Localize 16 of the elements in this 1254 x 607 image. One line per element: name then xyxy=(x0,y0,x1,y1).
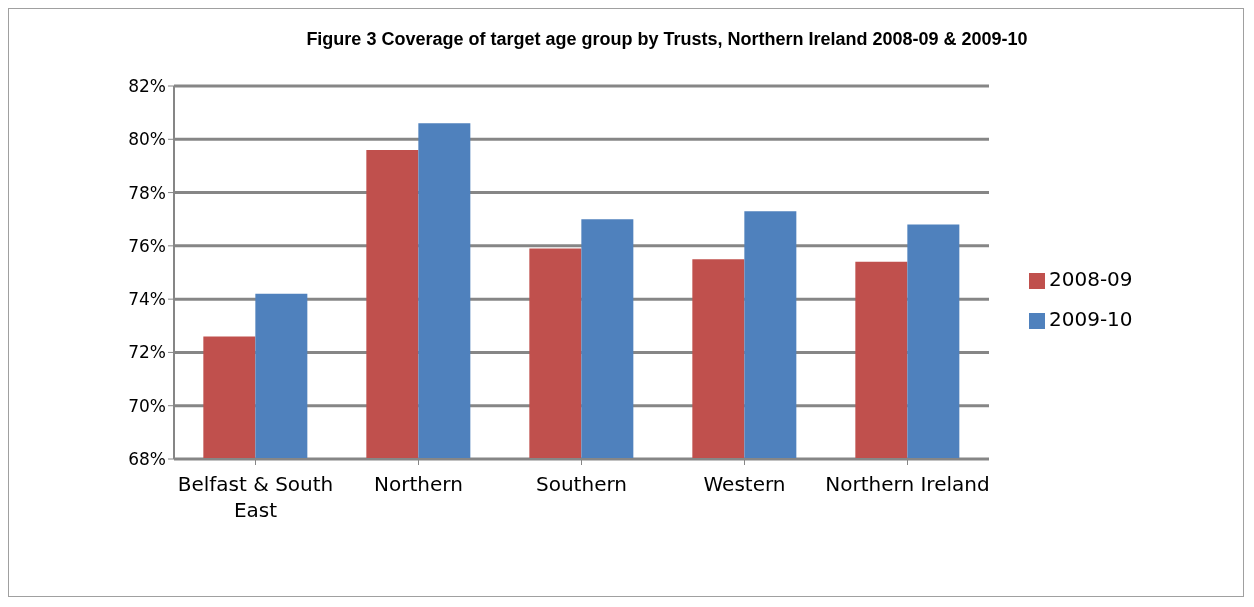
y-tick-label: 68% xyxy=(128,449,166,470)
y-tick-label: 78% xyxy=(128,182,166,203)
y-tick-label: 80% xyxy=(128,129,166,150)
y-tick-label: 70% xyxy=(128,395,166,416)
x-tick-label: Belfast & South East xyxy=(177,472,334,522)
chart-title: Figure 3 Coverage of target age group by Trusts, Northern Ireland 2008-09 & 2009-10 xyxy=(305,29,1029,50)
legend-label: 2009-10 xyxy=(1049,307,1133,331)
x-tick-label: Northern Ireland xyxy=(825,472,990,496)
legend-label: 2008-09 xyxy=(1049,267,1133,291)
x-tick-label: Northern xyxy=(374,472,463,496)
x-tick-label: Southern xyxy=(536,472,627,496)
x-tick-label: Western xyxy=(703,472,786,496)
y-tick-label: 76% xyxy=(128,235,166,256)
y-tick-label: 74% xyxy=(128,289,166,310)
y-tick-label: 82% xyxy=(128,76,166,97)
y-tick-label: 72% xyxy=(128,342,166,363)
